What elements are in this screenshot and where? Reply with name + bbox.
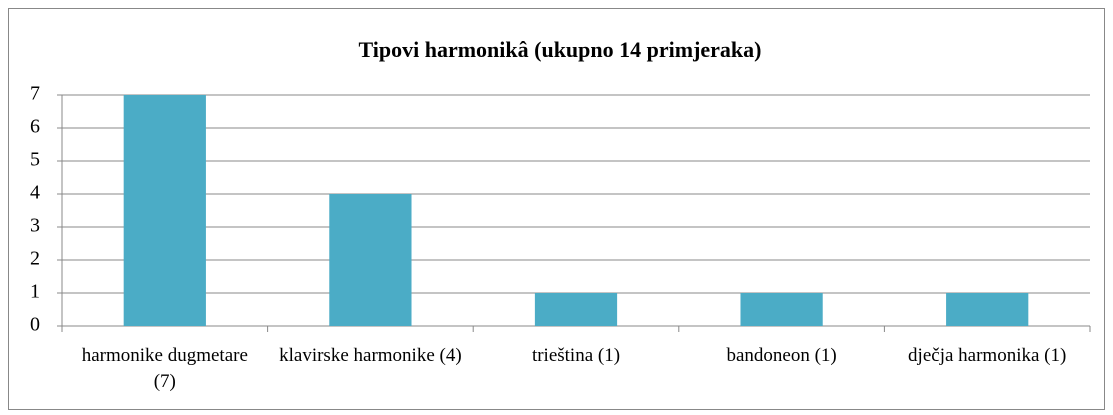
bar — [534, 293, 618, 326]
x-tick-label: bandoneon (1) — [726, 345, 837, 366]
bar — [123, 95, 206, 326]
y-tick-label: 2 — [30, 248, 40, 270]
bar — [946, 293, 1029, 326]
x-tick-label: klavirske harmonike (4) — [279, 345, 462, 366]
y-tick-label: 6 — [30, 116, 40, 138]
x-tick-label: trieština (1) — [531, 345, 621, 366]
y-tick-label: 1 — [30, 281, 40, 303]
x-tick-label: harmonike dugmetare (7) — [81, 345, 248, 392]
y-tick-label: 0 — [30, 314, 40, 336]
y-tick-label: 4 — [30, 182, 40, 204]
bar — [740, 293, 823, 326]
chart-title: Tipovi harmonikâ (ukupno 14 primjeraka) — [358, 37, 761, 62]
y-tick-label: 5 — [30, 149, 40, 171]
y-tick-label: 7 — [30, 83, 40, 105]
x-tick-label: dječja harmonika (1) — [908, 345, 1067, 366]
bar — [329, 194, 412, 326]
y-tick-label: 3 — [30, 215, 40, 237]
